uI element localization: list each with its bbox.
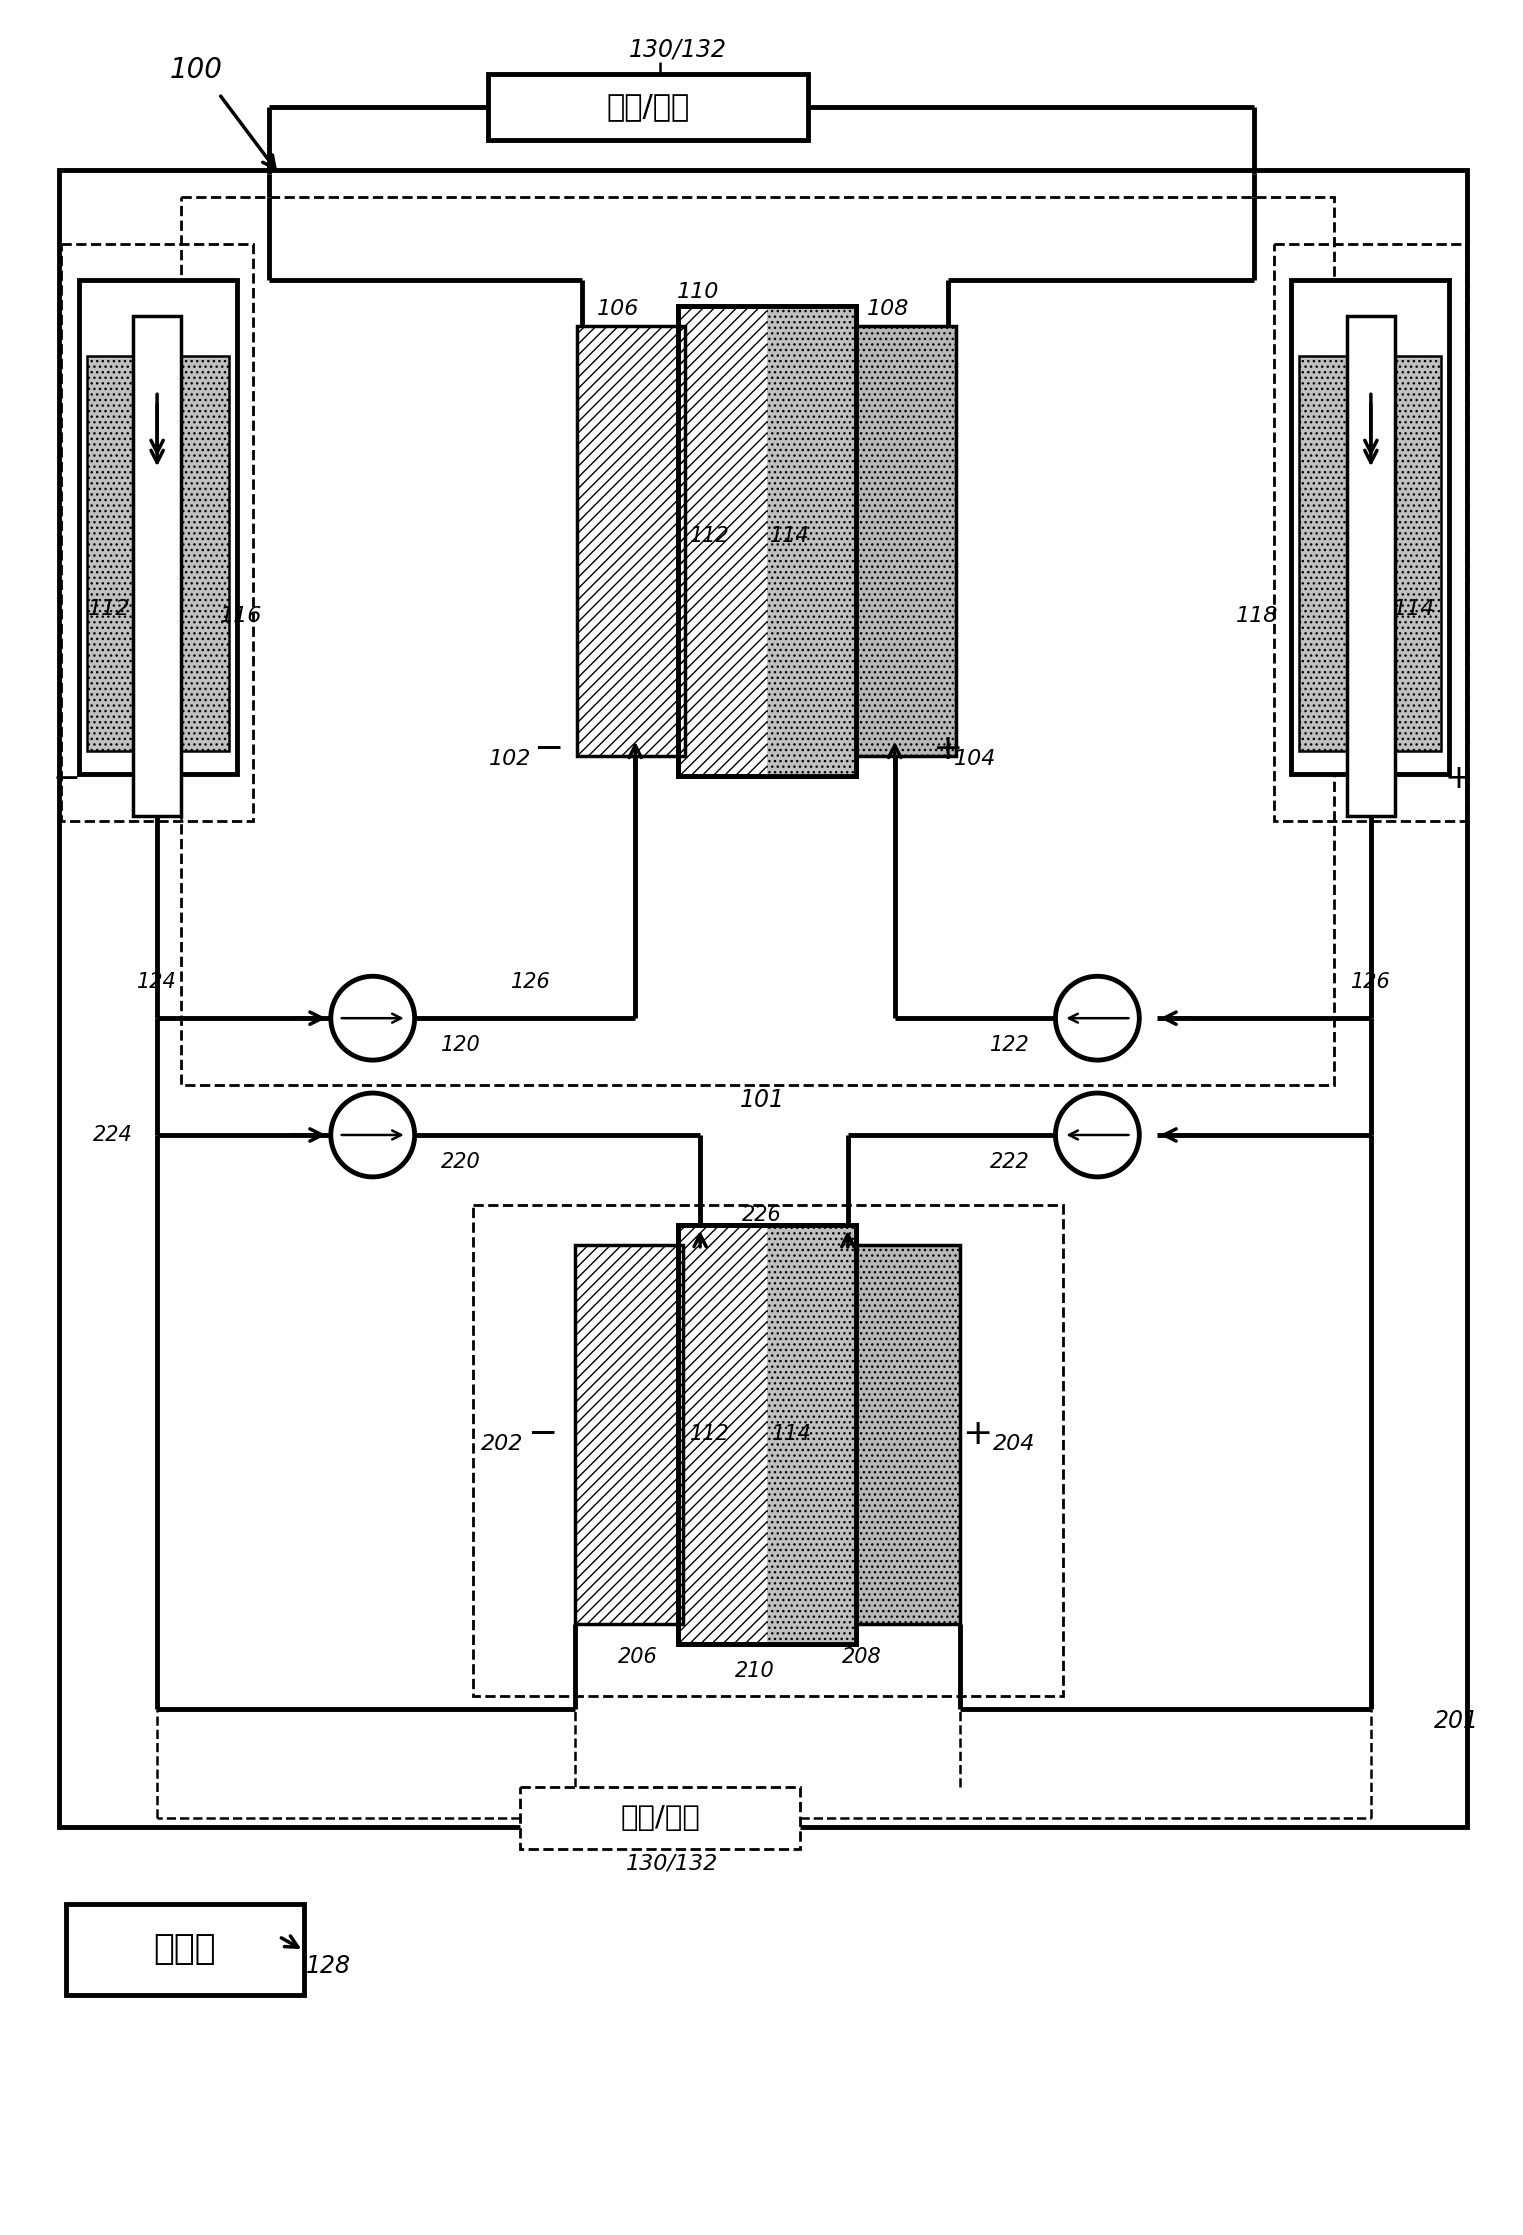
Text: 224: 224 — [93, 1124, 133, 1144]
Bar — [678, 1225, 856, 1645]
Bar — [678, 306, 856, 776]
Bar — [768, 1225, 856, 1645]
Text: −: − — [533, 731, 564, 767]
Text: 110: 110 — [676, 282, 719, 302]
Bar — [67, 1904, 303, 1996]
Text: 100: 100 — [169, 56, 222, 85]
Text: 208: 208 — [842, 1647, 882, 1667]
Text: +: + — [1445, 762, 1473, 796]
Bar — [79, 279, 238, 773]
Bar — [87, 355, 228, 751]
Text: 220: 220 — [440, 1151, 480, 1171]
Text: 202: 202 — [481, 1435, 524, 1455]
Text: 114: 114 — [1392, 599, 1435, 619]
Text: 112: 112 — [88, 599, 131, 619]
Text: 122: 122 — [990, 1035, 1030, 1055]
Bar — [521, 1786, 800, 1848]
Bar — [489, 74, 807, 141]
Text: 102: 102 — [489, 749, 532, 769]
Bar — [848, 326, 955, 755]
Bar — [1299, 355, 1441, 751]
Bar — [851, 1245, 959, 1625]
Text: 104: 104 — [953, 749, 996, 769]
Text: 124: 124 — [137, 972, 177, 992]
Text: 114: 114 — [772, 1424, 812, 1444]
Text: 112: 112 — [690, 1424, 730, 1444]
Text: −: − — [52, 762, 81, 796]
Text: 126: 126 — [510, 972, 550, 992]
Bar — [61, 244, 253, 820]
Bar — [576, 1245, 684, 1625]
Text: 226: 226 — [742, 1205, 781, 1225]
Bar — [59, 170, 1467, 1826]
Text: 210: 210 — [736, 1661, 775, 1681]
Text: +: + — [963, 1417, 993, 1451]
Text: 130/132: 130/132 — [629, 38, 726, 63]
Text: 120: 120 — [440, 1035, 480, 1055]
Bar — [1299, 355, 1441, 751]
Bar — [87, 355, 228, 751]
Text: 204: 204 — [993, 1435, 1036, 1455]
Text: 201: 201 — [1435, 1710, 1479, 1732]
Text: 108: 108 — [867, 299, 909, 320]
Bar — [768, 306, 856, 776]
Text: 126: 126 — [1351, 972, 1390, 992]
Text: 206: 206 — [618, 1647, 658, 1667]
Text: 118: 118 — [1235, 606, 1278, 626]
Text: 128: 128 — [306, 1953, 352, 1978]
Bar — [1292, 279, 1448, 773]
Bar — [577, 326, 685, 755]
Bar — [678, 1225, 768, 1645]
Text: 负载/电源: 负载/电源 — [606, 92, 690, 121]
Bar — [678, 306, 856, 776]
Bar — [181, 197, 1334, 1084]
Bar — [678, 1225, 856, 1645]
Text: 116: 116 — [219, 606, 262, 626]
Text: 控制器: 控制器 — [154, 1933, 216, 1967]
Text: 114: 114 — [771, 525, 810, 545]
Text: 130/132: 130/132 — [626, 1853, 719, 1873]
Bar — [133, 317, 181, 816]
Text: 222: 222 — [990, 1151, 1030, 1171]
Text: 负载/电源: 负载/电源 — [620, 1804, 701, 1833]
Text: −: − — [527, 1417, 557, 1451]
Text: +: + — [932, 731, 963, 767]
Bar — [678, 306, 768, 776]
Bar — [1346, 317, 1395, 816]
Text: 106: 106 — [597, 299, 640, 320]
Bar — [1275, 244, 1465, 820]
Text: 112: 112 — [690, 525, 730, 545]
Bar — [472, 1205, 1063, 1696]
Text: 101: 101 — [740, 1088, 784, 1113]
